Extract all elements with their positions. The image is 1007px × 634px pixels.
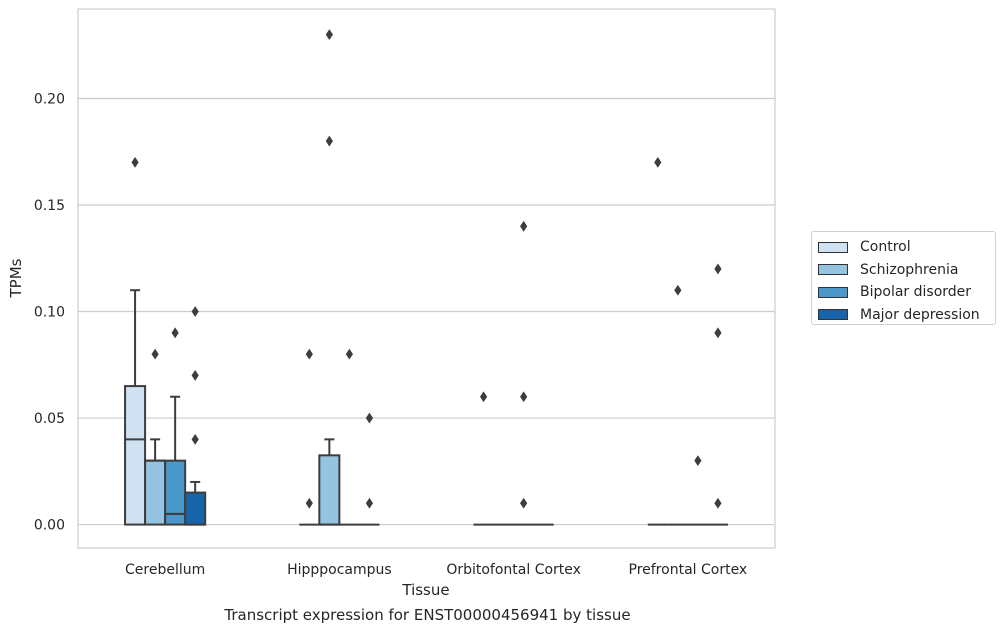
tick-labels: 0.00 0.05 0.10 0.15 0.20 Cerebellum Hipppocamp… [34,91,747,578]
boxes [124,29,728,526]
box-body [144,459,167,526]
box-2-2 [318,29,341,526]
box-body [318,454,341,526]
legend-label-bipolar-disorder: Bipolar disorder [860,284,972,301]
legend-swatch-major-depression [818,309,848,321]
box-3-3 [513,220,534,526]
outlier-point [520,391,528,403]
legend-item-major-depression: Major depression [818,304,995,327]
plot-border [77,8,776,549]
box-3-2 [339,348,360,526]
outlier-point [520,497,528,509]
box-4-2 [359,412,380,526]
outlier-point [654,156,662,168]
outlier-point [365,497,374,509]
legend-item-control: Control [818,236,995,259]
outlier-point [171,327,179,339]
box-4-1 [184,306,207,526]
legend: Control Schizophrenia Bipolar disorder M… [811,231,996,325]
outlier-point [191,370,199,381]
legend-swatch-control [818,241,848,253]
outlier-point [191,433,199,445]
legend-label-major-depression: Major depression [860,306,980,323]
y-axis-title: TPMs [7,258,25,298]
outlier-point [345,348,353,360]
outlier-point [325,29,333,40]
outlier-point [714,263,722,275]
box-2-4 [667,284,688,526]
outlier-point [674,284,682,296]
outlier-point [520,220,528,232]
outlier-point [714,497,722,509]
box-1-2 [299,348,320,526]
box-1-4 [647,156,668,526]
outlier-point [191,306,199,317]
legend-label-schizophrenia: Schizophrenia [860,261,959,278]
x-axis-title: Tissue [401,581,449,599]
figure-caption: Transcript expression for ENST0000045694… [224,606,631,624]
legend-swatch-bipolar-disorder [818,286,848,298]
legend-label-control: Control [860,239,911,256]
outlier-point [365,412,374,424]
outlier-point [131,156,139,168]
outlier-point [325,135,333,147]
outlier-point [305,348,313,360]
box-body [124,385,147,526]
x-tick-label: Cerebellum [125,562,205,578]
outlier-point [714,327,722,339]
legend-item-schizophrenia: Schizophrenia [818,259,995,282]
y-tick-label: 0.15 [34,198,65,214]
box-body [184,491,207,526]
x-tick-label: Hipppocampus [287,562,392,578]
x-tick-label: Orbitofontal Cortex [446,562,581,578]
box-1-3 [473,391,494,526]
outlier-point [479,391,488,403]
legend-item-bipolar-disorder: Bipolar disorder [818,281,995,304]
box-body [164,459,187,526]
box-1-1 [124,156,147,526]
y-tick-label: 0.05 [34,411,65,427]
outlier-point [305,497,313,509]
y-tick-label: 0.00 [34,518,65,534]
legend-swatch-schizophrenia [818,264,848,276]
x-tick-label: Prefrontal Cortex [629,562,748,578]
y-tick-label: 0.10 [34,305,65,321]
box-3-4 [687,455,708,526]
y-tick-label: 0.20 [34,91,65,107]
outlier-point [694,455,702,467]
outlier-point [151,348,159,360]
box-4-4 [707,263,728,526]
